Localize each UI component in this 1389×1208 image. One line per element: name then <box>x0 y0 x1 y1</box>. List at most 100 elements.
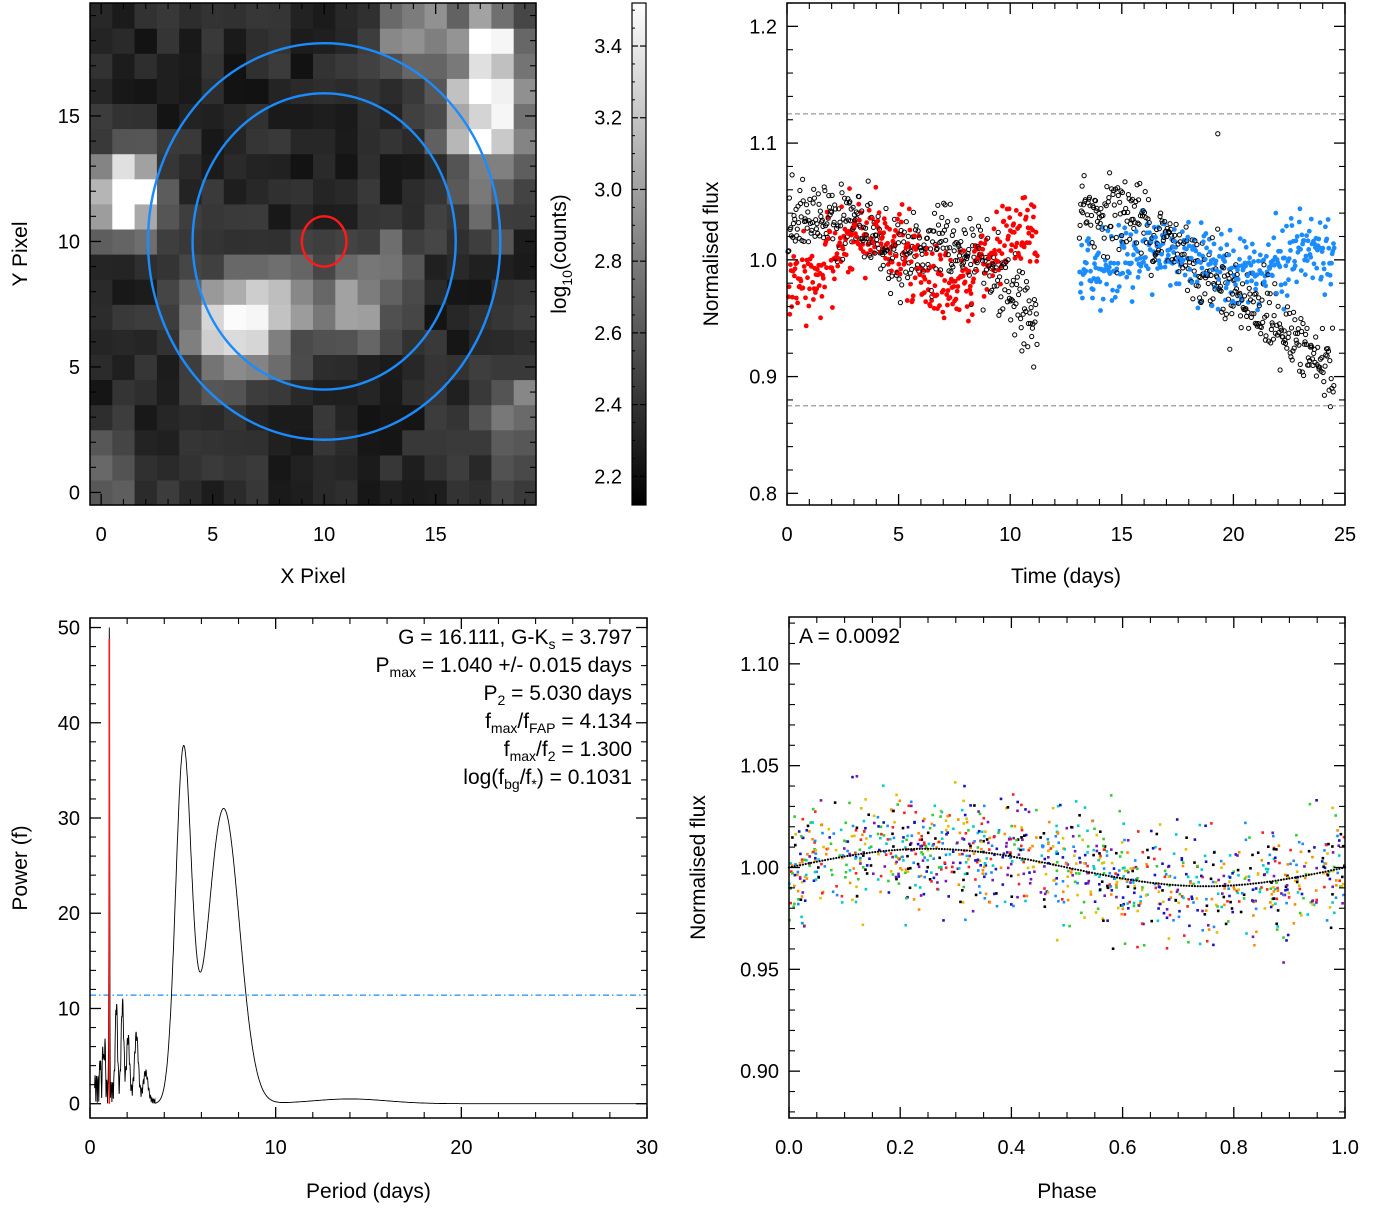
phase-point <box>940 865 943 869</box>
pixel-cell <box>112 254 136 280</box>
phase-point <box>834 848 838 852</box>
phase-point <box>1200 874 1203 878</box>
raw-flux-point <box>1325 348 1332 354</box>
phase-point <box>1131 869 1134 873</box>
phase-point <box>1236 868 1240 872</box>
detrended-flux-point <box>1031 214 1036 220</box>
raw-flux-point <box>1131 225 1137 232</box>
raw-flux-point <box>981 280 987 286</box>
phase-point <box>930 871 933 874</box>
phase-point <box>1272 834 1275 838</box>
phase-point <box>1169 896 1173 899</box>
phase-point <box>1136 909 1139 913</box>
model-dot <box>1004 854 1007 857</box>
phase-point <box>924 844 927 848</box>
phase-point <box>1210 822 1213 825</box>
phase-point <box>1150 919 1153 923</box>
pixel-cell <box>290 203 314 230</box>
raw-flux-point <box>800 198 806 204</box>
phase-point <box>858 848 862 851</box>
detrended-flux-point <box>1211 241 1217 247</box>
detrended-flux-point <box>1022 195 1028 200</box>
model-dot <box>1160 882 1163 886</box>
pixel-cell <box>179 254 203 280</box>
detrended-flux-point <box>1149 292 1155 298</box>
phase-point <box>940 831 944 834</box>
detrended-flux-point <box>791 254 797 259</box>
pixel-cell <box>469 203 492 230</box>
pixel-cell <box>491 454 515 481</box>
phase-point <box>1274 902 1277 906</box>
detrended-flux-point <box>814 267 820 272</box>
phase-point <box>967 829 970 832</box>
pixel-cell <box>402 429 426 456</box>
detrended-flux-point <box>1202 256 1208 262</box>
detrended-flux-point <box>934 292 940 298</box>
phase-point <box>1331 885 1334 889</box>
detrended-flux-point <box>1227 227 1233 233</box>
raw-flux-point <box>1249 311 1255 317</box>
x-axis-label: X Pixel <box>280 565 345 588</box>
pixel-cell <box>469 228 492 255</box>
phase-point <box>1220 905 1223 909</box>
pixel-cell <box>246 228 269 255</box>
pixel-cell <box>469 379 492 406</box>
raw-flux-point <box>839 190 845 196</box>
phase-point <box>829 842 833 846</box>
detrended-flux-point <box>1268 263 1273 269</box>
raw-flux-point <box>805 239 812 245</box>
raw-flux-point <box>1227 346 1233 352</box>
phase-point <box>1251 900 1255 903</box>
phase-point <box>922 825 925 829</box>
phase-point <box>854 872 858 875</box>
raw-flux-point <box>1105 254 1111 260</box>
detrended-flux-point <box>969 312 975 318</box>
phase-point <box>851 775 854 779</box>
phase-point <box>1304 873 1308 876</box>
raw-flux-point <box>1293 337 1299 343</box>
raw-flux-point <box>1319 355 1325 361</box>
raw-flux-point <box>909 266 915 272</box>
phase-point <box>1338 839 1341 842</box>
phase-point <box>805 859 808 862</box>
phase-point <box>1108 886 1111 889</box>
detrended-flux-point <box>880 234 885 240</box>
model-dot <box>1257 881 1260 885</box>
raw-flux-point <box>837 219 843 225</box>
phase-point <box>1126 902 1129 905</box>
phase-point <box>1102 867 1106 870</box>
raw-flux-point <box>824 221 830 227</box>
phase-point <box>1187 940 1190 944</box>
detrended-flux-point <box>948 257 953 263</box>
phase-point <box>1055 877 1058 880</box>
phase-point <box>1174 898 1177 902</box>
pixel-cell <box>469 354 492 381</box>
raw-flux-point <box>790 221 797 227</box>
phase-point <box>1327 842 1330 846</box>
model-dot <box>1260 881 1263 884</box>
phase-point <box>991 864 995 867</box>
model-dot <box>1163 883 1166 886</box>
pixel-cell <box>469 128 492 155</box>
annotation-fmax-ffap: fmax/fFAP = 4.134 <box>485 710 632 736</box>
model-dot <box>1280 878 1283 882</box>
phase-point <box>1339 832 1343 836</box>
raw-flux-point <box>1176 269 1182 275</box>
pixel-cell <box>246 203 269 230</box>
raw-flux-point <box>1260 319 1266 325</box>
phase-point <box>895 877 898 881</box>
raw-flux-point <box>1033 311 1039 317</box>
detrended-flux-point <box>1123 230 1129 236</box>
ann2-a-sub: max <box>390 664 416 680</box>
raw-flux-point <box>1127 236 1133 242</box>
pixel-cell <box>335 479 359 506</box>
pixel-cell <box>469 103 492 130</box>
raw-flux-point <box>861 254 867 260</box>
pixel-cell <box>112 78 136 104</box>
phase-point <box>1340 885 1344 888</box>
phase-point <box>813 841 816 844</box>
phase-point <box>1019 848 1022 852</box>
ann2-a: P <box>376 654 390 677</box>
phase-point <box>855 826 859 830</box>
phase-point <box>1062 924 1065 927</box>
